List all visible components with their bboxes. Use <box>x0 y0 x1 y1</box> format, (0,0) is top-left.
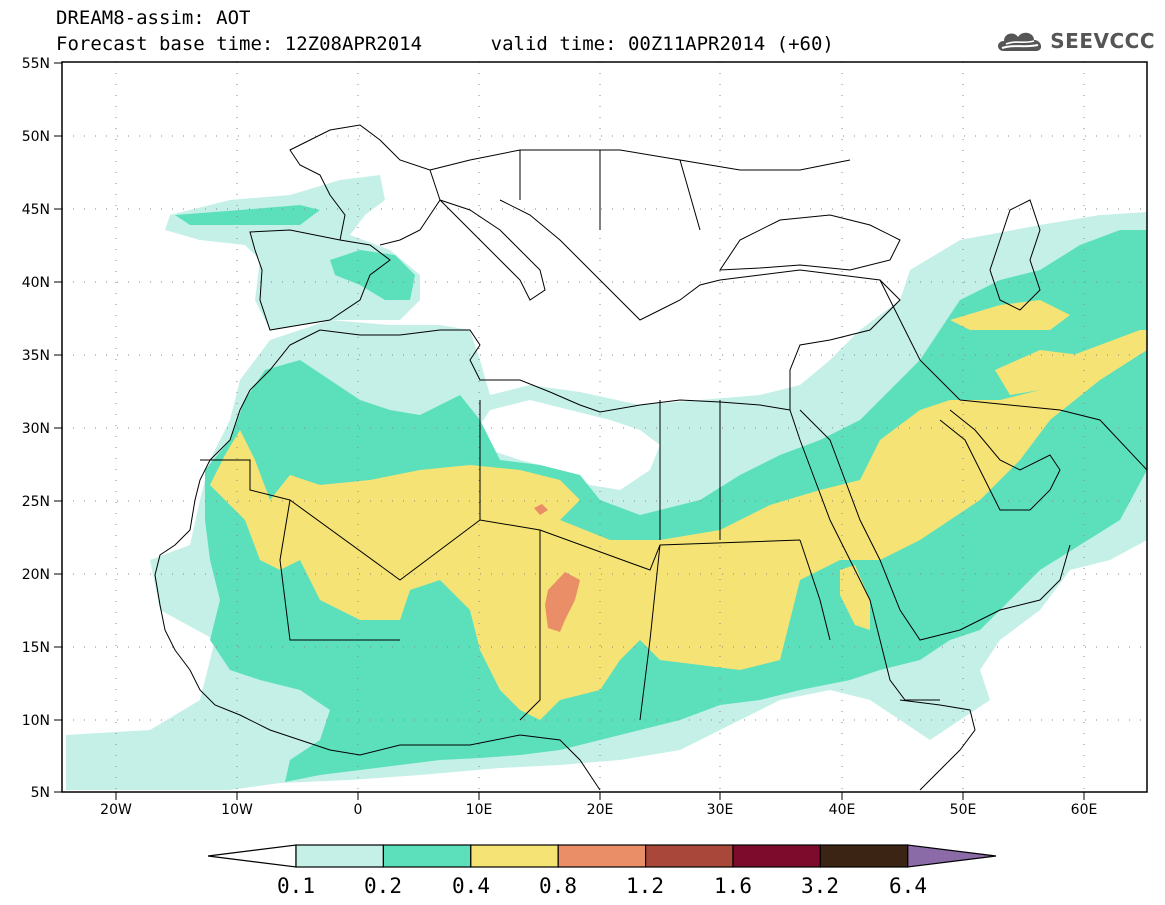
aot-contour-fields <box>66 175 1147 790</box>
aot-field-0.2 <box>330 250 415 300</box>
aot-field-0.4 <box>995 350 1080 395</box>
coastline-horn-of-africa <box>899 699 976 791</box>
coastlines-and-borders <box>154 124 1147 791</box>
lat-tick-label: 35N <box>22 348 50 364</box>
lon-tick-label: 40E <box>829 802 856 818</box>
aot-field-0.2 <box>205 230 1147 782</box>
lat-tick-label: 30N <box>22 421 50 437</box>
border-europe <box>429 149 851 231</box>
lon-tick-label: 30E <box>707 802 734 818</box>
coastline-west-africa <box>154 339 521 756</box>
coastline-red-sea <box>789 409 940 701</box>
aot-field-0.8 <box>534 504 548 515</box>
aot-field-0.4 <box>210 330 1147 720</box>
coastline-italy <box>439 199 546 301</box>
aot-field-0.8 <box>545 572 580 632</box>
lon-tick-label: 20W <box>100 802 132 818</box>
longitude-labels: 20W 10W 0 10E 20E 30E 40E 50E 60E <box>100 802 1097 818</box>
coastline-france-uk <box>289 124 441 246</box>
logo-text: SEEVCCC <box>1050 29 1155 53</box>
aot-field-0.2 <box>175 205 320 225</box>
cloud-icon <box>998 32 1042 51</box>
lat-tick-label: 5N <box>31 785 50 801</box>
lat-tick-label: 10N <box>22 713 50 729</box>
lat-tick-label: 50N <box>22 129 50 145</box>
coastline-caspian <box>989 199 1041 311</box>
coastline-black-sea <box>719 214 901 271</box>
lat-tick-label: 15N <box>22 640 50 656</box>
lon-tick-label: 0 <box>354 802 363 818</box>
lon-tick-label: 10E <box>466 802 493 818</box>
border-lines <box>200 279 1147 721</box>
coastline-turkey-levant <box>719 269 901 410</box>
coastline-west-africa-gulf <box>519 734 601 791</box>
coastline-north-africa <box>299 329 791 413</box>
map-frame <box>61 61 1148 793</box>
tick-marks <box>54 62 1085 800</box>
coastline-persian-gulf <box>939 409 1061 511</box>
lat-tick-label: 40N <box>22 275 50 291</box>
lon-tick-label: 50E <box>950 802 977 818</box>
lat-tick-label: 55N <box>22 56 50 72</box>
latitude-labels: 55N 50N 45N 40N 35N 30N 25N 20N 15N 10N … <box>22 56 50 801</box>
forecast-time-subtitle: Forecast base time: 12Z08APR2014 valid t… <box>56 33 834 55</box>
map-title: DREAM8-assim: AOT <box>56 7 251 29</box>
seevccc-logo: SEEVCCC <box>994 26 1155 56</box>
lat-tick-label: 25N <box>22 494 50 510</box>
aot-field-0.4 <box>840 565 870 630</box>
lon-tick-label: 60E <box>1071 802 1098 818</box>
coastline-arabia <box>799 409 1071 641</box>
lon-tick-label: 10W <box>221 802 253 818</box>
lat-tick-label: 20N <box>22 567 50 583</box>
coastline-iberia <box>249 229 391 331</box>
lon-tick-label: 20E <box>587 802 614 818</box>
coastline-balkans-greece <box>499 199 721 321</box>
aot-field-0.4 <box>950 300 1070 330</box>
lat-tick-label: 45N <box>22 202 50 218</box>
